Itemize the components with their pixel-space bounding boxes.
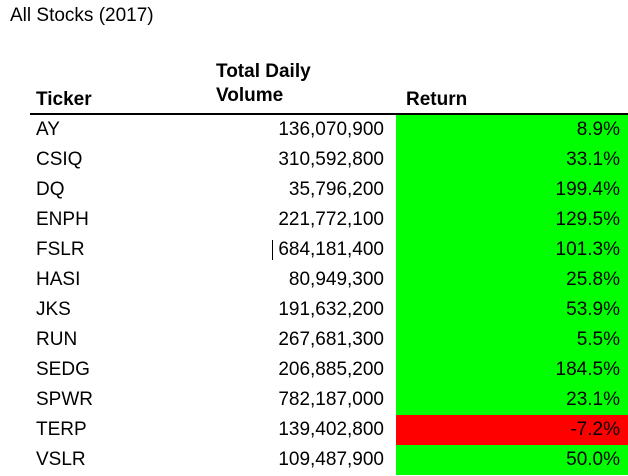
return-cell[interactable]: 50.0% xyxy=(396,445,628,475)
volume-cell[interactable]: 206,885,200 xyxy=(278,359,384,380)
return-cell[interactable]: 25.8% xyxy=(396,265,628,295)
table-row: SPWR 782,187,000 23.1% xyxy=(0,385,628,415)
table-row: CSIQ 310,592,800 33.1% xyxy=(0,145,628,175)
header-total-daily-volume[interactable]: Total Daily Volume xyxy=(216,60,311,108)
volume-cell[interactable]: 139,402,800 xyxy=(278,419,384,440)
table-row: ENPH 221,772,100 129.5% xyxy=(0,205,628,235)
volume-cell[interactable]: 782,187,000 xyxy=(278,389,384,410)
header-return[interactable]: Return xyxy=(406,89,468,110)
volume-cell[interactable]: 136,070,900 xyxy=(278,119,384,140)
return-cell[interactable]: 101.3% xyxy=(396,235,628,265)
return-cell[interactable]: -7.2% xyxy=(396,415,628,445)
return-cell[interactable]: 199.4% xyxy=(396,175,628,205)
table-row: TERP 139,402,800 -7.2% xyxy=(0,415,628,445)
volume-cell[interactable]: 35,796,200 xyxy=(288,179,384,200)
sheet-title[interactable]: All Stocks (2017) xyxy=(10,5,154,26)
table-row: HASI 80,949,300 25.8% xyxy=(0,265,628,295)
return-cell[interactable]: 129.5% xyxy=(396,205,628,235)
volume-cell[interactable]: 267,681,300 xyxy=(278,329,384,350)
return-cell[interactable]: 23.1% xyxy=(396,385,628,415)
table-row: RUN 267,681,300 5.5% xyxy=(0,325,628,355)
text-cursor xyxy=(272,240,273,260)
header-ticker[interactable]: Ticker xyxy=(36,89,92,110)
volume-cell[interactable]: 109,487,900 xyxy=(278,449,384,470)
data-rows: AY 136,070,900 8.9% CSIQ 310,592,800 33.1% DQ 3… xyxy=(0,115,628,475)
volume-cell[interactable]: 310,592,800 xyxy=(278,149,384,170)
volume-cell[interactable]: 221,772,100 xyxy=(278,209,384,230)
ticker-cell[interactable]: ENPH xyxy=(36,209,89,230)
ticker-cell[interactable]: CSIQ xyxy=(36,149,83,170)
ticker-cell[interactable]: JKS xyxy=(36,299,71,320)
ticker-cell[interactable]: AY xyxy=(36,119,60,140)
return-cell[interactable]: 33.1% xyxy=(396,145,628,175)
ticker-cell[interactable]: FSLR xyxy=(36,239,85,260)
table-row: SEDG 206,885,200 184.5% xyxy=(0,355,628,385)
table-row: DQ 35,796,200 199.4% xyxy=(0,175,628,205)
ticker-cell[interactable]: VSLR xyxy=(36,449,86,470)
ticker-cell[interactable]: TERP xyxy=(36,419,87,440)
volume-cell[interactable]: 191,632,200 xyxy=(278,299,384,320)
table-row: AY 136,070,900 8.9% xyxy=(0,115,628,145)
ticker-cell[interactable]: DQ xyxy=(36,179,65,200)
return-cell[interactable]: 53.9% xyxy=(396,295,628,325)
header-volume-line1: Total Daily xyxy=(216,61,311,82)
return-cell[interactable]: 184.5% xyxy=(396,355,628,385)
return-cell[interactable]: 8.9% xyxy=(396,115,628,145)
table-row: JKS 191,632,200 53.9% xyxy=(0,295,628,325)
table-row: VSLR 109,487,900 50.0% xyxy=(0,445,628,475)
ticker-cell[interactable]: SPWR xyxy=(36,389,93,410)
header-volume-line2: Volume xyxy=(216,85,284,106)
volume-cell[interactable]: 80,949,300 xyxy=(288,269,384,290)
ticker-cell[interactable]: SEDG xyxy=(36,359,90,380)
header-bottom-border xyxy=(30,113,628,115)
ticker-cell[interactable]: HASI xyxy=(36,269,81,290)
table-row: FSLR 684,181,400 101.3% xyxy=(0,235,628,265)
ticker-cell[interactable]: RUN xyxy=(36,329,78,350)
return-cell[interactable]: 5.5% xyxy=(396,325,628,355)
volume-cell[interactable]: 684,181,400 xyxy=(278,239,384,260)
